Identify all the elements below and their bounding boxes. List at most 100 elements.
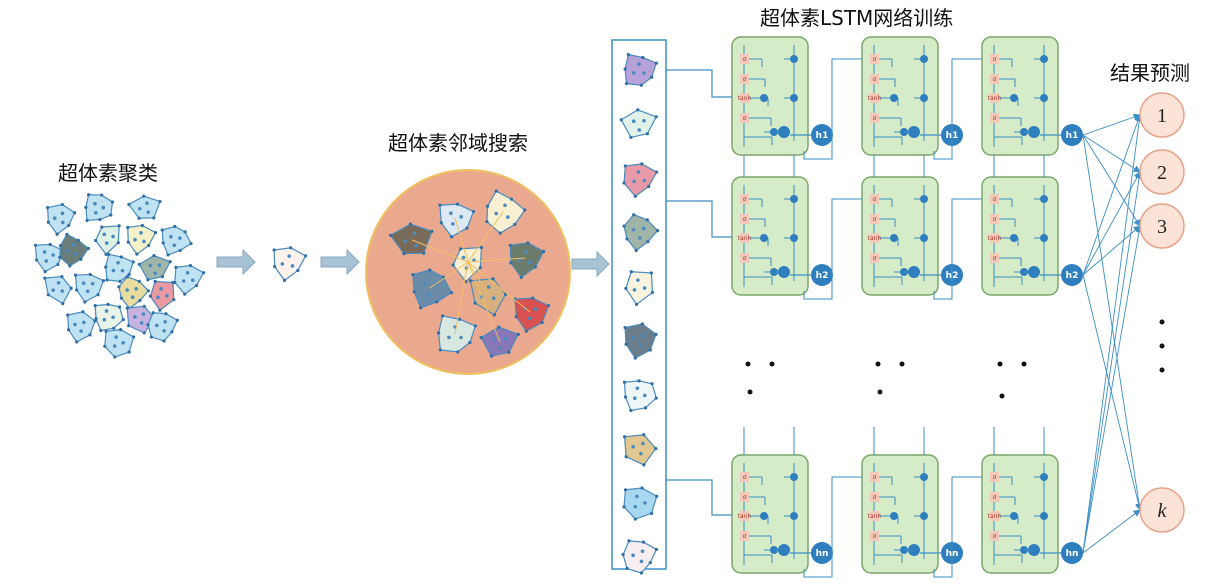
gate-label: σ [743,494,747,501]
lstm-operator [920,94,928,102]
sequence-supervoxel [619,108,658,139]
output-connection [1082,225,1143,554]
gate-box [740,253,749,263]
cluster-label: 超体素聚类 [58,161,158,185]
stage-arrow-2 [320,248,360,276]
output-connection [1082,113,1141,136]
neighbor-link [454,261,469,335]
hidden-label: hn [816,549,829,559]
neighbor-link [454,217,469,263]
gate-box [870,472,879,482]
neighborhood-label: 超体素邻域搜索 [388,131,528,155]
neighborhood-supervoxels [388,189,551,358]
recurrent-link [803,476,862,578]
lstm-cell: σ σ tanh σ [731,36,809,156]
cluster-supervoxel [73,272,106,304]
output-connection [1082,134,1143,511]
lstm-network: σσtanhσh1σσtanhσh1σσtanhσh1σσtanhσh2σσta… [666,36,1083,578]
neighborhood-supervoxel [388,222,434,256]
gate-box [870,54,879,64]
lstm-operator [760,234,768,242]
input-link [666,200,732,238]
lstm-operator [790,195,798,203]
output-label: 3 [1157,216,1167,238]
sequence-supervoxel [623,53,658,87]
output-connection [1082,171,1141,276]
gate-label: σ [743,216,747,223]
gate-box [990,74,999,84]
gate-label: tanh [988,95,1002,102]
cluster-supervoxel [94,224,121,256]
neighbor-link [467,257,526,263]
neighbor-link [467,211,504,263]
gate-box [990,492,999,502]
output-connection [1082,134,1141,227]
sequence-supervoxel [622,213,660,253]
gate-label: σ [873,56,877,63]
lstm-operator [778,544,790,556]
lstm-operator [790,94,798,102]
hidden-node [1061,542,1083,564]
result-label: 结果预测 [1110,61,1190,85]
hidden-node [1061,264,1083,286]
gate-box [740,54,749,64]
gate-box [740,511,749,521]
lstm-cell: σ σ tanh σ [981,36,1059,156]
recurrent-link [933,476,982,578]
lstm-operator [908,266,920,278]
gate-box [870,74,879,84]
lstm-operator [1040,234,1048,242]
lstm-operator [908,126,920,138]
neighborhood-supervoxel [438,202,476,239]
cluster-supervoxel [127,194,162,220]
gate-label: σ [743,56,747,63]
lstm-operator [1028,544,1040,556]
lstm-cell: σ σ tanh σ [861,454,939,574]
lstm-operator [890,94,898,102]
sequence-supervoxel [622,433,658,467]
output-nodes: 1 2 3 k [1139,92,1185,533]
recurrent-link [803,198,862,300]
gate-label: σ [993,56,997,63]
cluster-supervoxel [93,302,125,333]
gate-box [990,194,999,204]
gate-label: σ [743,76,747,83]
lstm-operator [890,234,898,242]
output-node [1139,149,1185,195]
lstm-operator [1028,126,1040,138]
gate-box [870,194,879,204]
hidden-node [811,124,833,146]
lstm-operator [790,234,798,242]
lstm-operator [1010,94,1018,102]
gate-label: σ [873,474,877,481]
lstm-operator [1040,94,1048,102]
cluster-supervoxel [126,223,158,256]
hidden-label: h1 [816,131,829,141]
input-link [666,69,732,98]
gate-box [870,214,879,224]
lstm-operator [778,266,790,278]
gate-label: tanh [868,235,882,242]
lstm-operator [778,126,790,138]
gate-label: tanh [738,513,752,520]
gate-box [740,113,749,123]
lstm-cell: σ σ tanh σ [981,454,1059,574]
stage-arrow-3 [571,250,610,278]
hidden-label: h2 [1066,271,1079,281]
lstm-operator [1010,234,1018,242]
lstm-operator [920,512,928,520]
neighbor-link [467,261,489,295]
lstm-operator [920,234,928,242]
gate-label: σ [993,196,997,203]
gate-label: tanh [868,95,882,102]
lstm-cell: σ σ tanh σ [731,176,809,296]
neighbor-link [467,261,501,343]
cluster-supervoxel [160,224,193,257]
gate-label: σ [873,216,877,223]
gate-label: σ [873,115,877,122]
output-connection [1082,114,1143,554]
lstm-cell: σ σ tanh σ [861,36,939,156]
lstm-operator [1028,266,1040,278]
hidden-node [1061,124,1083,146]
